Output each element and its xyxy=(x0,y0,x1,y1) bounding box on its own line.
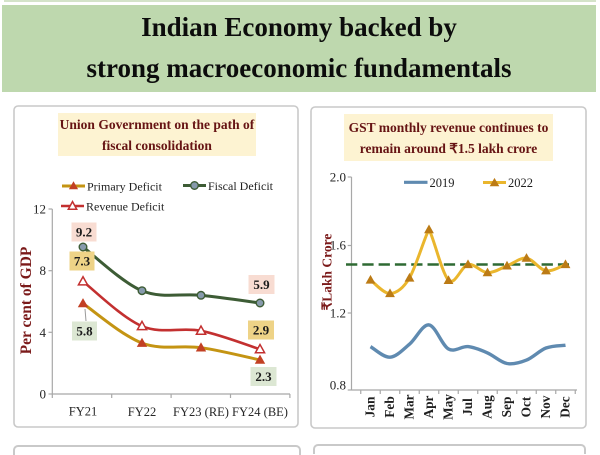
svg-text:0: 0 xyxy=(40,387,47,402)
svg-text:5.9: 5.9 xyxy=(253,277,270,292)
svg-text:12: 12 xyxy=(33,202,46,217)
svg-text:1.2: 1.2 xyxy=(330,306,346,321)
svg-text:7.3: 7.3 xyxy=(74,254,91,269)
svg-text:Nov: Nov xyxy=(538,395,553,418)
svg-text:FY23 (RE): FY23 (RE) xyxy=(173,405,229,419)
svg-text:Dec: Dec xyxy=(558,396,573,418)
svg-text:1.6: 1.6 xyxy=(330,238,347,253)
svg-text:Fiscal Deficit: Fiscal Deficit xyxy=(208,179,274,193)
svg-text:FY24 (BE): FY24 (BE) xyxy=(232,405,288,419)
svg-text:2019: 2019 xyxy=(430,176,455,190)
svg-text:₹Lakh Crore: ₹Lakh Crore xyxy=(320,234,335,311)
svg-text:9.2: 9.2 xyxy=(76,225,92,240)
svg-text:2.0: 2.0 xyxy=(330,170,346,185)
svg-text:Primary Deficit: Primary Deficit xyxy=(87,180,163,194)
svg-text:8: 8 xyxy=(40,263,47,278)
svg-text:Feb: Feb xyxy=(382,396,397,417)
svg-text:Revenue Deficit: Revenue Deficit xyxy=(86,200,165,214)
svg-text:Per cent of GDP: Per cent of GDP xyxy=(18,246,35,354)
svg-text:2022: 2022 xyxy=(508,176,533,190)
svg-text:Apr: Apr xyxy=(421,395,436,418)
svg-text:May: May xyxy=(441,394,456,420)
svg-text:FY21: FY21 xyxy=(69,405,97,419)
svg-text:0.8: 0.8 xyxy=(330,378,346,393)
svg-text:Aug: Aug xyxy=(480,395,495,419)
svg-text:2.3: 2.3 xyxy=(255,369,272,384)
svg-text:Sep: Sep xyxy=(499,397,514,418)
svg-text:Jul: Jul xyxy=(460,398,475,416)
svg-text:4: 4 xyxy=(40,325,47,340)
svg-text:2.9: 2.9 xyxy=(253,323,270,338)
svg-text:FY22: FY22 xyxy=(128,405,156,419)
svg-text:Mar: Mar xyxy=(402,394,417,419)
svg-text:Jan: Jan xyxy=(363,396,378,417)
svg-text:Oct: Oct xyxy=(519,396,534,417)
svg-text:5.8: 5.8 xyxy=(76,324,93,339)
